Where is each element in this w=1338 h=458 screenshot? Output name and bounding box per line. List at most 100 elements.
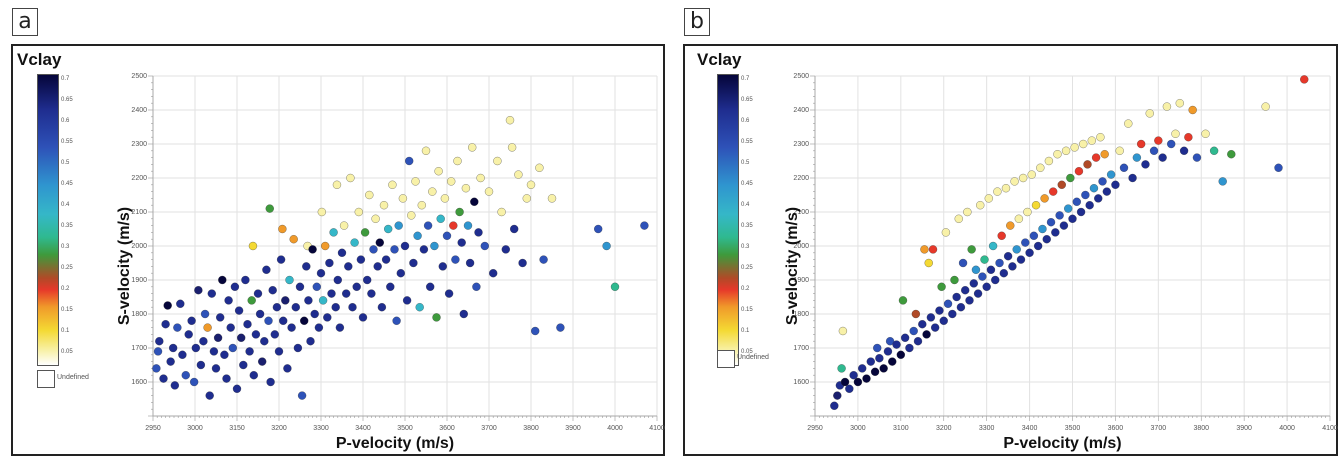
scatter-point — [640, 221, 649, 230]
scatter-point — [314, 323, 324, 332]
y-tick-label: 2100 — [793, 209, 809, 216]
scatter-point — [926, 313, 936, 322]
scatter-point — [470, 197, 479, 206]
scatter-point — [325, 258, 334, 268]
scatter-point — [526, 180, 536, 189]
scatter-point — [997, 231, 1006, 240]
scatter-point — [913, 337, 923, 346]
scatter-point — [1025, 248, 1034, 257]
scatter-point — [1132, 153, 1142, 162]
scatter-point — [432, 313, 441, 322]
scatter-point — [1046, 218, 1056, 227]
scatter-point — [840, 377, 850, 387]
scatter-point — [967, 245, 976, 254]
scatter-point — [434, 167, 443, 176]
scatter-point — [423, 221, 433, 230]
scatter-point — [594, 224, 603, 234]
colorbar-tick-label: 0.65 — [61, 97, 73, 103]
vclay-colorbar — [37, 74, 59, 366]
scatter-point — [350, 238, 359, 247]
colorbar-tick-label: 0.55 — [741, 139, 753, 145]
scatter-point — [1188, 105, 1197, 115]
scatter-point — [1100, 150, 1109, 159]
scatter-point — [971, 265, 981, 274]
x-tick-label: 3900 — [1236, 425, 1252, 432]
x-tick-label: 3700 — [481, 425, 497, 432]
scatter-point — [317, 207, 326, 217]
scatter-point — [1124, 119, 1133, 128]
scatter-point — [898, 296, 908, 305]
scatter-point — [1070, 143, 1079, 152]
scatter-point — [1094, 194, 1103, 203]
scatter-point — [161, 320, 170, 329]
scatter-point — [329, 228, 338, 237]
scatter-point — [969, 279, 978, 288]
scatter-point — [1083, 160, 1092, 169]
scatter-point — [220, 350, 229, 359]
scatter-point — [1167, 139, 1176, 149]
scatter-point — [356, 255, 366, 264]
scatter-point — [436, 214, 445, 223]
x-tick-label: 4000 — [1279, 425, 1295, 432]
scatter-point — [1006, 221, 1015, 230]
scatter-point — [952, 292, 961, 302]
scatter-point — [1179, 146, 1189, 155]
scatter-point — [332, 180, 342, 189]
scatter-point — [184, 330, 193, 339]
scatter-point — [266, 377, 275, 387]
scatter-point — [379, 201, 389, 210]
scatter-point — [973, 289, 983, 298]
scatter-point — [449, 221, 458, 230]
x-tick-label: 3000 — [187, 425, 203, 432]
colorbar-tick-label: 0.15 — [61, 307, 73, 313]
scatter-point — [911, 309, 921, 319]
panel-label-a: a — [12, 8, 38, 36]
scatter-point — [190, 377, 199, 387]
scatter-point — [428, 187, 437, 196]
scatter-point — [402, 296, 412, 305]
colorbar-tick-label: 0.15 — [741, 307, 753, 313]
scatter-point — [302, 262, 311, 271]
scatter-point — [1051, 228, 1060, 237]
scatter-point — [373, 262, 382, 271]
scatter-point — [386, 282, 395, 291]
x-tick-label: 3300 — [313, 425, 329, 432]
scatter-point — [342, 289, 351, 298]
colorbar-tick-label: 0.65 — [741, 97, 753, 103]
y-tick-label: 1800 — [793, 311, 809, 318]
y-tick-label: 2500 — [793, 73, 809, 80]
scatter-point — [1175, 99, 1184, 108]
scatter-point — [457, 238, 466, 247]
scatter-point — [539, 255, 548, 264]
scatter-point — [954, 214, 963, 223]
scatter-point — [352, 282, 361, 291]
y-tick-label: 2000 — [131, 243, 147, 250]
scatter-point — [1085, 201, 1094, 210]
scatter-point — [879, 364, 888, 373]
colorbar-tick-label: 0.6 — [741, 118, 750, 124]
y-axis-title: S-velocity (m/s) — [784, 207, 801, 325]
scatter-point — [155, 337, 164, 346]
colorbar-tick-label: 0.1 — [61, 328, 70, 334]
scatter-point — [1014, 214, 1024, 223]
scatter-point — [1162, 102, 1172, 111]
x-tick-label: 2950 — [145, 425, 161, 432]
colorbar-tick-label: 0.35 — [61, 223, 73, 229]
scatter-point — [484, 187, 494, 196]
scatter-point — [991, 275, 1000, 285]
scatter-point — [218, 275, 227, 285]
scatter-point — [943, 299, 953, 308]
scatter-point — [415, 303, 424, 312]
scatter-point — [510, 224, 519, 234]
scatter-point — [377, 303, 387, 312]
scatter-point — [1119, 163, 1129, 172]
scatter-point — [885, 337, 895, 346]
scatter-point — [316, 269, 326, 278]
scatter-plot-b: 2950 3000 3100 3200 3300 3400 3500 3600 3700 3800… — [784, 73, 1338, 452]
scatter-point — [371, 214, 380, 223]
scatter-point — [1201, 129, 1210, 138]
y-tick-label: 1700 — [131, 345, 147, 352]
scatter-point — [344, 262, 353, 271]
scatter-point — [438, 262, 447, 271]
scatter-point — [497, 207, 506, 217]
